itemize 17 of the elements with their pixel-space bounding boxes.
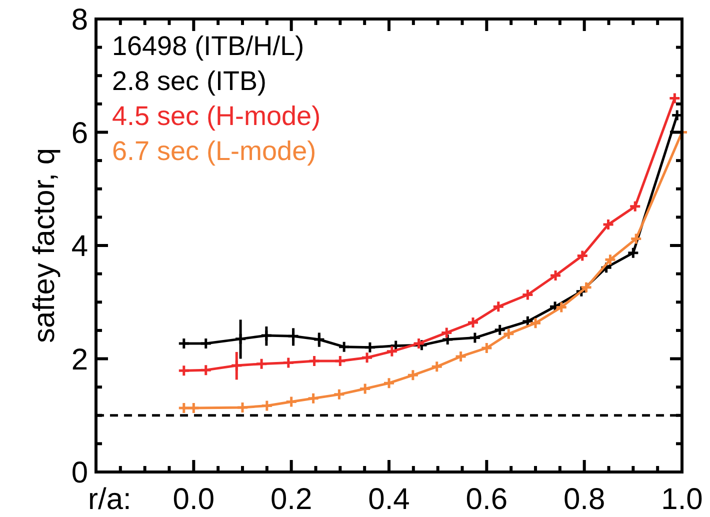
- y-tick-label: 4: [71, 230, 88, 263]
- x-tick-label: 0.4: [368, 483, 410, 516]
- y-axis-title: saftey factor, q: [28, 148, 61, 344]
- text: 6.7 sec (L-mode): [112, 136, 316, 166]
- x-tick-label: 1.0: [661, 483, 703, 516]
- y-tick-label: 6: [71, 116, 88, 150]
- y-tick-label: 2: [71, 343, 88, 376]
- x-axis-title: r/a:: [88, 483, 132, 516]
- x-tick-label: 0.8: [563, 483, 606, 516]
- x-tick-label: 0.6: [466, 483, 508, 516]
- x-tick-label: 0.2: [270, 483, 312, 516]
- text: 2.8 sec (ITB): [112, 66, 267, 96]
- x-tick-label: 0.0: [172, 483, 215, 516]
- y-tick-label: 0: [71, 456, 88, 490]
- chart-title: 16498 (ITB/H/L): [112, 31, 304, 61]
- text: 4.5 sec (H-mode): [112, 101, 321, 131]
- y-tick-label: 8: [71, 4, 88, 36]
